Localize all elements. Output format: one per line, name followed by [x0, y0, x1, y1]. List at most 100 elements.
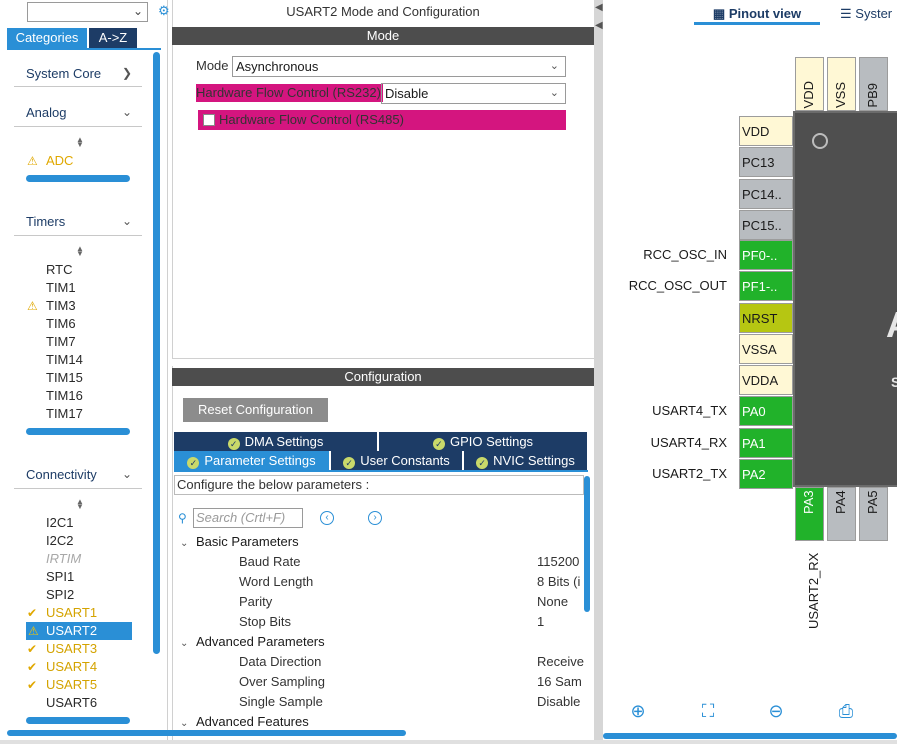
param-parity-value[interactable]: None: [537, 594, 569, 609]
param-stop-bits-value[interactable]: 1: [537, 614, 545, 629]
tab-gpio-settings[interactable]: ✓ GPIO Settings: [379, 432, 588, 451]
connectivity-scrollbar[interactable]: [26, 717, 130, 724]
param-over-sampling-value[interactable]: 16 Sam: [537, 674, 582, 689]
list-item-i2c2[interactable]: I2C2: [46, 533, 74, 548]
list-item-rtc[interactable]: RTC: [46, 262, 73, 277]
pin-pa1[interactable]: PA1: [739, 428, 793, 458]
tab-categories[interactable]: Categories: [7, 28, 87, 48]
collapse-left-icon[interactable]: ◀: [595, 2, 603, 13]
previous-result-icon[interactable]: ‹: [320, 511, 334, 525]
hfc-rs485-checkbox[interactable]: [203, 114, 215, 126]
pin1-marker: [812, 133, 828, 149]
sort-icon[interactable]: ▲ ▼: [76, 135, 84, 149]
collapse-left-icon[interactable]: ◀: [595, 20, 603, 31]
pin-pc15[interactable]: PC15..: [739, 210, 793, 240]
list-item-tim15[interactable]: TIM15: [46, 370, 83, 385]
mode-select[interactable]: Asynchronous ⌄: [232, 56, 566, 77]
pin-pb9[interactable]: PB9: [859, 57, 888, 111]
pin-pf0[interactable]: PF0-..: [739, 240, 793, 270]
list-item-tim14[interactable]: TIM14: [46, 352, 83, 367]
pin-pa0[interactable]: PA0: [739, 396, 793, 426]
gear-icon[interactable]: ⚙: [158, 3, 170, 18]
next-result-icon[interactable]: ›: [368, 511, 382, 525]
group-advanced-parameters[interactable]: ⌄ Advanced Parameters: [180, 633, 325, 651]
pin-pa5[interactable]: PA5: [859, 487, 888, 541]
pin-nrst[interactable]: NRST: [739, 303, 793, 333]
left-vertical-scrollbar[interactable]: [153, 52, 160, 654]
tab-dma-settings[interactable]: ✓ DMA Settings: [174, 432, 378, 451]
category-connectivity[interactable]: Connectivity ⌄: [26, 467, 142, 489]
fit-to-screen-icon[interactable]: ⛶: [701, 701, 715, 721]
tab-nvic-settings[interactable]: ✓ NVIC Settings: [464, 451, 588, 470]
list-item-usart3[interactable]: ✔ USART3: [27, 640, 132, 658]
list-item-adc[interactable]: ⚠ ADC: [27, 152, 132, 170]
tab-a-to-z[interactable]: A->Z: [89, 28, 137, 48]
group-basic-parameters[interactable]: ⌄ Basic Parameters: [180, 533, 299, 551]
signal-label-pa1[interactable]: USART4_RX: [650, 435, 727, 450]
list-item-tim17[interactable]: TIM17: [46, 406, 83, 421]
category-system-core[interactable]: System Core ❯: [26, 66, 142, 88]
param-data-direction-value[interactable]: Receive: [537, 654, 584, 669]
param-baud-rate-value[interactable]: 115200: [537, 554, 580, 569]
pin-vdd-top[interactable]: VDD: [795, 57, 824, 111]
pin-vss-top[interactable]: VSS: [827, 57, 856, 111]
timers-scrollbar[interactable]: [26, 428, 130, 435]
hfc-rs232-select[interactable]: Disable ⌄: [381, 83, 566, 104]
pin-pc14[interactable]: PC14..: [739, 179, 793, 209]
sort-icon[interactable]: ▲ ▼: [76, 244, 84, 258]
signal-label-pf1[interactable]: RCC_OSC_OUT: [628, 278, 727, 293]
pin-pc13[interactable]: PC13: [739, 147, 793, 177]
signal-label-pf0[interactable]: RCC_OSC_IN: [643, 247, 727, 262]
list-item-usart4[interactable]: ✔ USART4: [27, 658, 132, 676]
list-icon: ☰: [840, 6, 852, 21]
panel-splitter[interactable]: [594, 0, 603, 744]
list-item-usart5[interactable]: ✔ USART5: [27, 676, 132, 694]
signal-label-pa2[interactable]: USART2_TX: [652, 466, 727, 481]
zoom-out-icon[interactable]: ⊖: [768, 701, 784, 721]
horizontal-scrollbar[interactable]: [7, 730, 406, 736]
pin-pa2[interactable]: PA2: [739, 459, 793, 489]
category-timers[interactable]: Timers ⌄: [26, 214, 142, 236]
list-item-tim6[interactable]: TIM6: [46, 316, 76, 331]
categories-panel: [0, 0, 168, 744]
parameter-search-input[interactable]: Search (Crtl+F): [193, 508, 303, 528]
signal-label-pa0[interactable]: USART4_TX: [652, 403, 727, 418]
sort-icon[interactable]: ▲ ▼: [76, 497, 84, 511]
checkmark-icon: ✔: [27, 660, 38, 674]
signal-label-pa3[interactable]: USART2_RX: [806, 553, 821, 630]
list-item-tim3[interactable]: ⚠ TIM3: [27, 297, 132, 315]
reset-configuration-button[interactable]: Reset Configuration: [183, 398, 328, 422]
list-item-tim1[interactable]: TIM1: [46, 280, 76, 295]
list-item-tim16[interactable]: TIM16: [46, 388, 83, 403]
list-item-irtim[interactable]: IRTIM: [46, 551, 82, 566]
panel-divider[interactable]: [172, 358, 594, 366]
list-item-spi2[interactable]: SPI2: [46, 587, 75, 602]
tab-parameter-settings[interactable]: ✓ Parameter Settings: [174, 451, 330, 470]
pin-pa3[interactable]: PA3: [795, 487, 824, 541]
tab-user-constants[interactable]: ✓ User Constants: [331, 451, 463, 470]
list-item-usart2[interactable]: ⚠ USART2: [26, 622, 132, 640]
pin-pf1[interactable]: PF1-..: [739, 271, 793, 301]
component-search-input[interactable]: [27, 2, 148, 22]
pin-vssa[interactable]: VSSA: [739, 334, 793, 364]
list-item-i2c1[interactable]: I2C1: [46, 515, 74, 530]
list-item-tim7[interactable]: TIM7: [46, 334, 76, 349]
pin-vdda[interactable]: VDDA: [739, 365, 793, 395]
list-item-usart1[interactable]: ✔ USART1: [27, 604, 132, 622]
list-item-usart6[interactable]: USART6: [46, 695, 98, 710]
pin-pa4[interactable]: PA4: [827, 487, 856, 541]
analog-scrollbar[interactable]: [26, 175, 130, 182]
param-word-length-value[interactable]: 8 Bits (i: [537, 574, 581, 589]
category-analog[interactable]: Analog ⌄: [26, 105, 142, 127]
chevron-down-icon[interactable]: ⌄: [132, 4, 144, 18]
export-icon[interactable]: ⎙: [838, 701, 854, 721]
tab-pinout-view[interactable]: ▦ Pinout view: [694, 4, 820, 24]
param-single-sample-value[interactable]: Disable: [537, 694, 581, 709]
list-item-spi1[interactable]: SPI1: [46, 569, 75, 584]
zoom-in-icon[interactable]: ⊕: [630, 701, 646, 721]
pinout-horizontal-scrollbar[interactable]: [603, 733, 897, 739]
pin-vdd[interactable]: VDD: [739, 116, 793, 146]
parameters-vertical-scrollbar[interactable]: [584, 476, 590, 612]
tab-system-view[interactable]: ☰ Syster: [840, 4, 897, 24]
group-advanced-features[interactable]: ⌄ Advanced Features: [180, 713, 309, 731]
